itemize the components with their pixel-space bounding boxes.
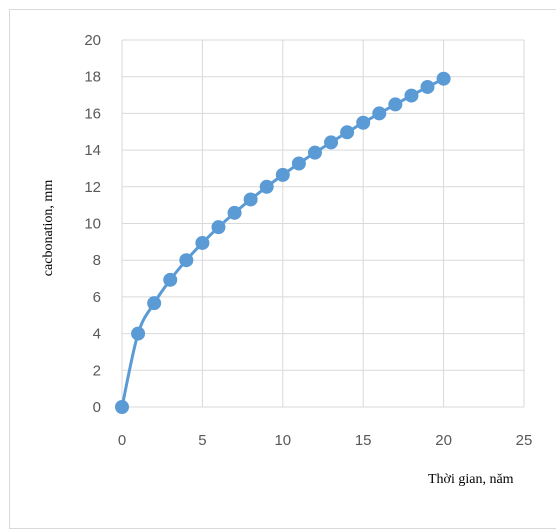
data-point [404,88,419,103]
data-point [195,235,210,250]
data-point [388,97,403,112]
data-point [420,79,435,94]
data-point [259,179,274,194]
data-point [227,205,242,220]
y-tick-label: 4 [93,326,101,343]
y-tick-label: 2 [93,362,101,379]
data-point [372,106,387,121]
data-point [291,156,306,171]
data-point [340,125,355,140]
data-point [307,145,322,160]
x-tick-label: 25 [516,432,533,449]
x-tick-label: 0 [118,432,126,449]
data-point [163,272,178,287]
y-tick-label: 0 [93,399,101,416]
y-tick-label: 10 [84,216,101,233]
y-tick-label: 18 [84,69,101,86]
y-tick-label: 20 [84,32,101,49]
data-point [275,167,290,182]
x-tick-label: 15 [355,432,372,449]
data-point [131,326,146,341]
x-tick-label: 5 [198,432,206,449]
y-tick-labels: 0 2 4 6 8 10 12 14 16 18 20 [84,32,101,416]
y-tick-label: 14 [84,142,101,159]
data-point [211,220,226,235]
line-chart: 0 2 4 6 8 10 12 14 16 18 20 0 5 10 15 20 25 cacbonation… [41,32,533,487]
data-point [147,296,162,311]
data-point [324,135,339,150]
x-tick-label: 20 [435,432,452,449]
series-group [115,71,451,414]
y-tick-label: 16 [84,105,101,122]
x-axis-title: Thời gian, năm [428,472,514,487]
x-tick-label: 10 [274,432,291,449]
y-tick-label: 6 [93,289,101,306]
data-point [436,71,451,86]
y-tick-label: 12 [84,179,101,196]
data-point [243,192,258,207]
data-point [179,253,194,268]
x-tick-labels: 0 5 10 15 20 25 [118,432,533,449]
data-point [115,400,129,414]
y-tick-label: 8 [93,252,101,269]
y-axis-title: cacbonation, mm [41,180,56,277]
gridlines [121,39,525,408]
data-point [356,115,371,130]
